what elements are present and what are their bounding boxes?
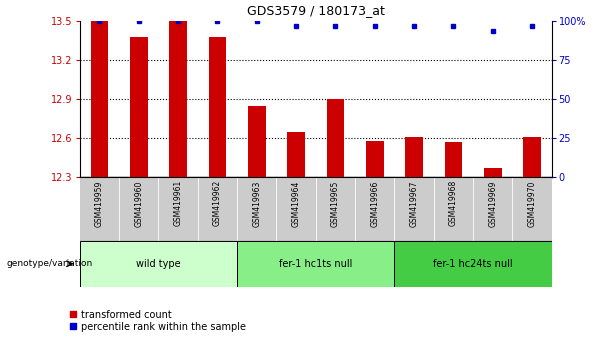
Bar <box>80 241 237 287</box>
Bar <box>366 141 384 177</box>
Bar <box>208 37 226 177</box>
Bar <box>327 99 345 177</box>
Text: GSM419959: GSM419959 <box>95 180 104 227</box>
Bar <box>287 132 305 177</box>
Bar <box>130 37 148 177</box>
Title: GDS3579 / 180173_at: GDS3579 / 180173_at <box>247 4 384 17</box>
Bar <box>523 137 541 177</box>
Text: GSM419965: GSM419965 <box>331 180 340 227</box>
Bar <box>405 137 423 177</box>
Text: GSM419960: GSM419960 <box>134 180 143 227</box>
Text: GSM419963: GSM419963 <box>252 180 261 227</box>
Bar <box>484 168 501 177</box>
Text: GSM419961: GSM419961 <box>173 180 183 227</box>
Bar <box>248 105 265 177</box>
Bar <box>394 241 552 287</box>
Text: GSM419969: GSM419969 <box>488 180 497 227</box>
Text: GSM419967: GSM419967 <box>409 180 419 227</box>
Text: GSM419966: GSM419966 <box>370 180 379 227</box>
Text: GSM419962: GSM419962 <box>213 180 222 227</box>
Text: fer-1 hc1ts null: fer-1 hc1ts null <box>279 259 352 269</box>
Legend: transformed count, percentile rank within the sample: transformed count, percentile rank withi… <box>66 306 249 336</box>
Text: GSM419968: GSM419968 <box>449 180 458 227</box>
Text: GSM419970: GSM419970 <box>528 180 536 227</box>
Bar <box>444 142 462 177</box>
Bar <box>169 21 187 177</box>
Text: GSM419964: GSM419964 <box>292 180 300 227</box>
Text: wild type: wild type <box>136 259 181 269</box>
Bar <box>91 21 109 177</box>
Text: genotype/variation: genotype/variation <box>6 259 93 268</box>
Bar <box>237 241 394 287</box>
Text: fer-1 hc24ts null: fer-1 hc24ts null <box>433 259 513 269</box>
